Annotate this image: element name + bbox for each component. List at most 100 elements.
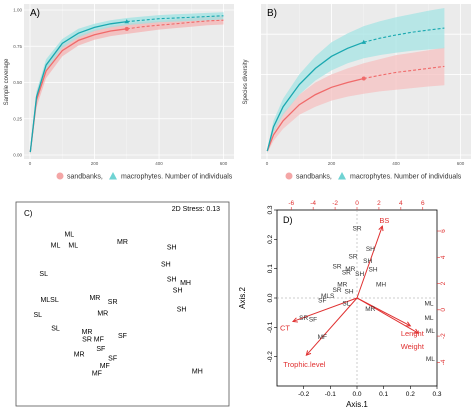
vector-arrowhead — [413, 328, 420, 334]
marker-macrophytes — [124, 19, 130, 24]
legend-marker-macrophytes — [109, 172, 117, 180]
y-axis-label: Axis.2 — [238, 287, 247, 309]
site-label: MF — [318, 334, 327, 341]
site-label: MR — [97, 310, 108, 317]
tick-label-top: -2 — [332, 200, 338, 207]
legend-label-macrophytes: macrophytes. — [350, 174, 392, 181]
axis-ticks: -0.2 -0.1 0.0 0.1 0.2 0.3 -0.2 -0.1 0.0 0.1 0.2 0.3… — [267, 200, 447, 398]
site-label: SF — [318, 297, 326, 304]
site-label: SF — [309, 316, 317, 323]
site-label: ML — [424, 315, 433, 322]
series-end-markers — [361, 39, 367, 81]
tick-label-left: 0.3 — [267, 205, 274, 214]
tick-label-top: 0 — [355, 200, 359, 207]
x-tick-label: 400 — [155, 161, 163, 166]
x-tick-label: 600 — [457, 161, 465, 166]
site-label: SL — [342, 300, 350, 307]
site-label: SH — [173, 288, 183, 295]
tick-label-left: 0.1 — [267, 264, 274, 273]
x-axis-label: Axis.1 — [346, 400, 368, 409]
site-label: MR — [337, 281, 347, 288]
site-label: MF — [92, 370, 102, 377]
y-tick-label: 0.50 — [13, 80, 22, 85]
site-label: SR — [342, 270, 351, 277]
legend: sandbanks, macrophytes. Number of indivi… — [56, 172, 233, 181]
y-tick-label: 1.00 — [13, 8, 22, 13]
tick-label-bottom: 0.0 — [352, 391, 361, 398]
line-observed-macrophytes — [29, 20, 127, 153]
site-label: SR — [108, 299, 118, 306]
site-label: SH — [363, 258, 372, 265]
line-extrapolated-sandbanks — [363, 65, 445, 80]
confidence-band-macrophytes — [267, 8, 445, 153]
vector-arrowhead — [378, 225, 384, 232]
site-label: MR — [117, 239, 128, 246]
site-label: SR — [299, 315, 308, 322]
site-label: MR — [74, 352, 85, 359]
site-label: MR — [345, 266, 355, 273]
rarefaction-chart-diversity: 0 200 400 600 B) Species diversity sandbank… — [243, 4, 471, 181]
site-label: SH — [344, 289, 353, 296]
x-tick-labels: 0 200 400 600 — [266, 161, 465, 166]
tick-label-right: -2 — [440, 333, 447, 339]
site-label: MR — [365, 306, 375, 313]
site-label: SR — [352, 226, 361, 233]
x-tick-labels: 0 200 400 600 — [29, 161, 228, 166]
tick-label-right: 4 — [440, 255, 447, 259]
line-observed-macrophytes — [266, 41, 365, 152]
site-label: SR — [348, 253, 357, 260]
tick-label-top: 4 — [399, 200, 403, 207]
tick-label-left: 0.2 — [267, 234, 274, 243]
tick-label-right: 0 — [440, 308, 447, 312]
legend-suffix: Number of individuals — [394, 174, 462, 181]
confidence-band-sandbanks — [267, 47, 445, 153]
site-label: MH — [192, 369, 203, 376]
x-tick-label: 200 — [91, 161, 99, 166]
legend-label-macrophytes: macrophytes. — [121, 174, 163, 181]
site-label: SF — [118, 333, 127, 340]
series-lines — [29, 15, 224, 153]
tick-label-bottom: -0.2 — [298, 391, 310, 398]
panel-a: 0.00 0.25 0.50 0.75 1.00 0 200 400 600 A) Sampl… — [0, 0, 237, 184]
site-label: SL — [34, 312, 43, 319]
vector-arrowhead — [405, 321, 412, 327]
site-label: SR — [82, 337, 92, 344]
tick-label-left: -0.1 — [267, 321, 274, 333]
plot-frame — [15, 201, 230, 407]
tick-label-bottom: 0.3 — [432, 391, 441, 398]
tick-label-bottom: 0.2 — [406, 391, 415, 398]
line-extrapolated-macrophytes — [363, 27, 445, 43]
site-label: SH — [161, 261, 171, 268]
site-label: MF — [94, 337, 104, 344]
site-label: ML — [64, 231, 74, 238]
x-tick-label: 0 — [266, 161, 269, 166]
y-axis-label: Sample coverage — [4, 58, 10, 105]
x-tick-label: 400 — [392, 161, 400, 166]
confidence-bands — [267, 8, 445, 153]
y-tick-label: 0.00 — [13, 153, 22, 158]
tick-label-right: -4 — [440, 359, 447, 365]
site-label: MLSL — [40, 297, 58, 304]
vector-arrow — [305, 297, 358, 356]
site-label: MF — [100, 363, 110, 370]
site-label: SH — [368, 267, 377, 274]
legend-suffix: Number of individuals — [165, 174, 233, 181]
y-tick-label: 0.75 — [13, 44, 22, 49]
vector-arrowhead — [305, 350, 312, 357]
panel-label: D) — [283, 215, 293, 225]
site-label: SH — [177, 307, 187, 314]
tick-label-left: -0.2 — [267, 351, 274, 363]
tick-label-right: 6 — [440, 229, 447, 233]
vector-arrowhead — [291, 317, 299, 323]
tick-label-right: 2 — [440, 281, 447, 285]
site-label: ML — [51, 243, 61, 250]
site-label: SH — [167, 276, 177, 283]
site-label: SR — [332, 287, 341, 294]
line-extrapolated-sandbanks — [126, 19, 224, 30]
site-label: MR — [82, 329, 93, 336]
tick-label-left: 0.0 — [267, 293, 274, 302]
y-tick-label: 0.25 — [13, 116, 22, 121]
